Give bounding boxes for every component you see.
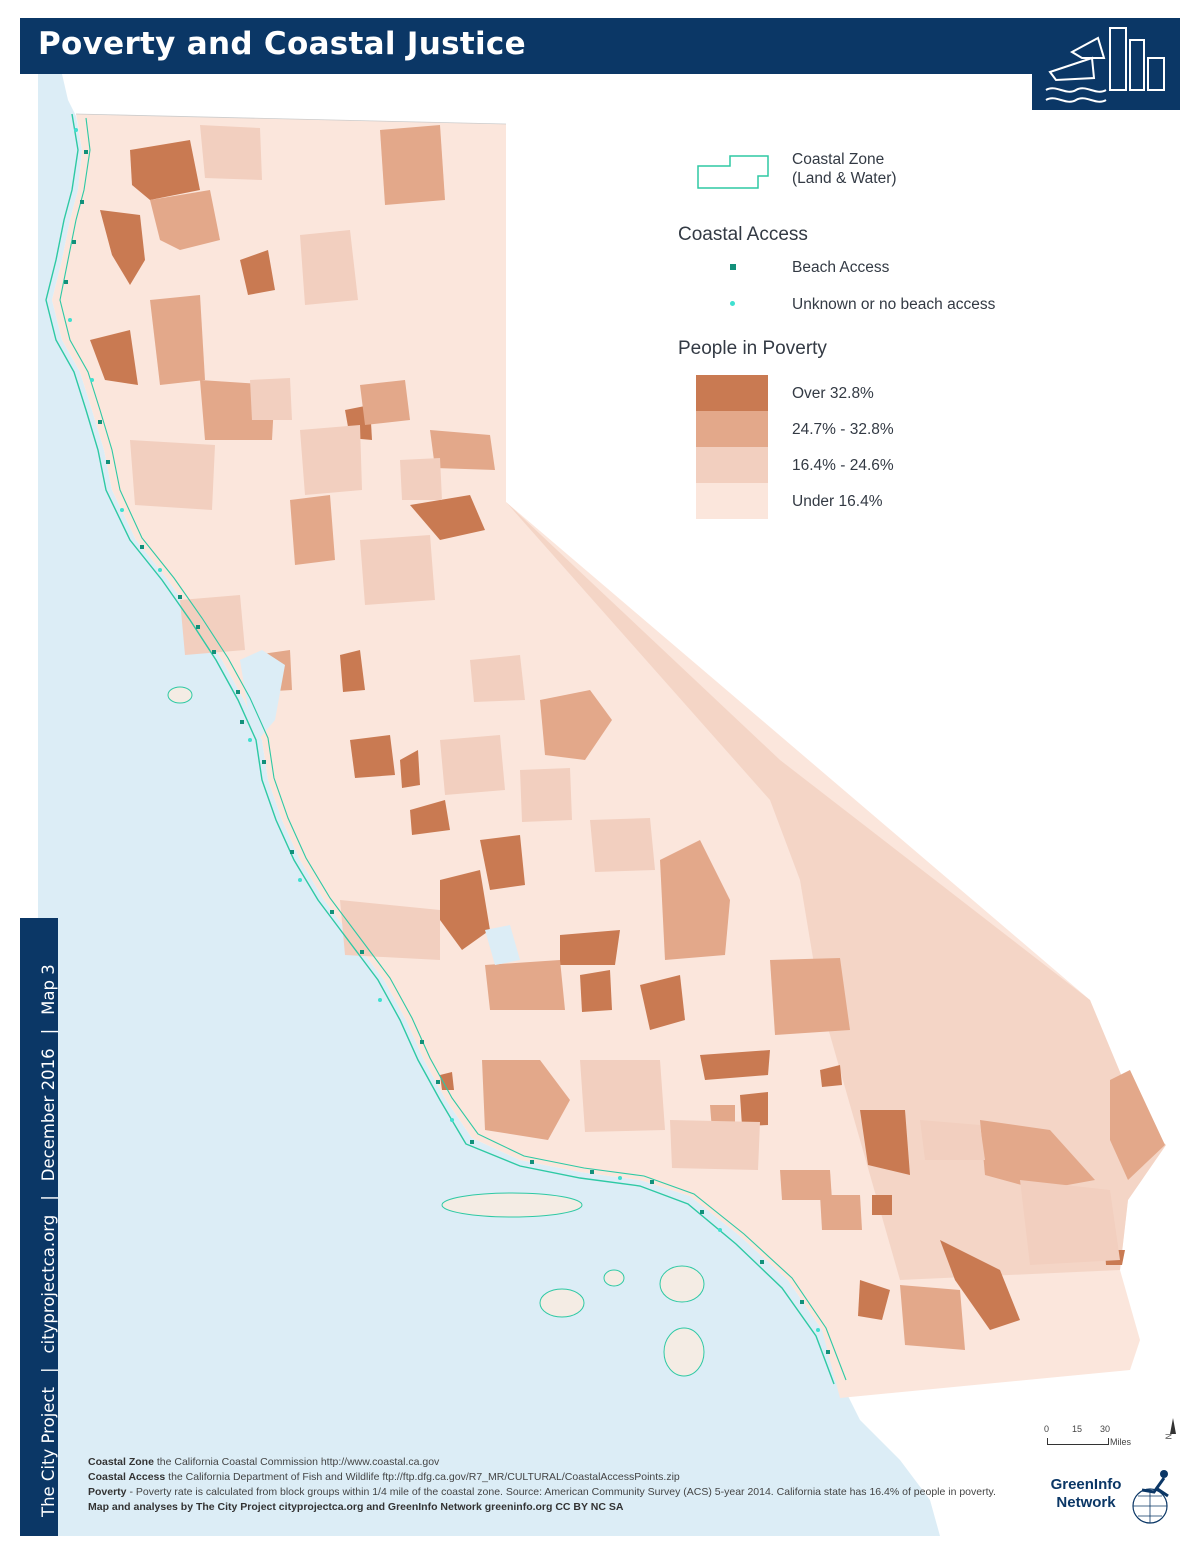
san-francisco-bay xyxy=(240,650,285,740)
side-banner xyxy=(20,918,58,1536)
globe-person-icon xyxy=(1132,1470,1169,1524)
side-org: The City Project xyxy=(39,1387,58,1517)
poverty-swatch-2 xyxy=(696,411,768,447)
poverty-class-label-2: 24.7% - 32.8% xyxy=(792,421,894,438)
side-banner-text: The City Project | cityprojectca.org | Decem… xyxy=(39,964,58,1517)
side-date: December 2016 xyxy=(39,1048,58,1182)
side-separator: | xyxy=(39,1367,58,1374)
beach-access-swatch xyxy=(730,264,736,270)
side-site: cityprojectca.org xyxy=(39,1214,58,1354)
coastal-zone-label: Coastal Zone xyxy=(792,151,885,168)
scale-tick-0: 0 xyxy=(1044,1424,1050,1434)
poverty-class-label-4: Under 16.4% xyxy=(792,493,883,510)
poverty-class-label-3: 16.4% - 24.6% xyxy=(792,457,894,474)
north-border xyxy=(75,113,507,125)
greeninfo-logo: GreenInfo Network xyxy=(1048,1466,1180,1530)
ocean xyxy=(38,74,940,1536)
north-arrow-label: N xyxy=(1164,1433,1174,1440)
scale-bar: 0 15 30 Miles N xyxy=(1040,1418,1180,1454)
side-separator: | xyxy=(39,1028,58,1035)
north-arrow-icon xyxy=(1170,1418,1176,1434)
side-separator: | xyxy=(39,1195,58,1201)
coastal-access-heading: Coastal Access xyxy=(678,224,808,245)
scale-unit: Miles xyxy=(1110,1437,1132,1447)
beach-access-label: Beach Access xyxy=(792,259,890,276)
coastal-zone-sublabel: (Land & Water) xyxy=(792,170,897,187)
city-project-logo xyxy=(1032,18,1180,110)
coastal-zone-swatch xyxy=(697,155,769,189)
no-access-label: Unknown or no beach access xyxy=(792,296,996,313)
scale-tick-30: 30 xyxy=(1100,1424,1111,1434)
no-access-points xyxy=(68,128,820,1332)
poverty-over-32-8 xyxy=(90,140,1125,1330)
poverty-heading: People in Poverty xyxy=(678,338,827,359)
coastal-zone-outline xyxy=(45,113,835,1385)
source-credit: Map and analyses by The City Project cit… xyxy=(88,1501,624,1513)
poverty-swatch-4 xyxy=(696,483,768,519)
title-banner: Poverty and Coastal Justice xyxy=(20,18,1180,74)
greeninfo-text: GreenInfo Network xyxy=(1050,1476,1122,1511)
page-title: Poverty and Coastal Justice xyxy=(38,26,526,62)
poverty-16-4-to-24-6 xyxy=(130,125,1120,1265)
scale-line xyxy=(1047,1438,1109,1445)
poverty-swatch-1 xyxy=(696,375,768,411)
no-access-swatch xyxy=(730,301,735,306)
source-coastal-access: Coastal Access the California Department… xyxy=(88,1471,680,1483)
eastern-region xyxy=(506,502,1166,1280)
lake xyxy=(485,925,520,965)
scale-tick-15: 15 xyxy=(1072,1424,1083,1434)
sources-block: Coastal Zone the California Coastal Comm… xyxy=(88,1455,996,1515)
coastal-zone-inner xyxy=(59,117,847,1381)
logo-icon xyxy=(1045,27,1165,103)
side-map-number: Map 3 xyxy=(39,964,58,1015)
source-poverty: Poverty - Poverty rate is calculated fro… xyxy=(88,1486,996,1498)
source-coastal-zone: Coastal Zone the California Coastal Comm… xyxy=(88,1456,440,1468)
channel-islands xyxy=(167,686,705,1377)
poverty-class-label-1: Over 32.8% xyxy=(792,385,874,402)
beach-access-points xyxy=(64,150,830,1354)
poverty-swatch-3 xyxy=(696,447,768,483)
